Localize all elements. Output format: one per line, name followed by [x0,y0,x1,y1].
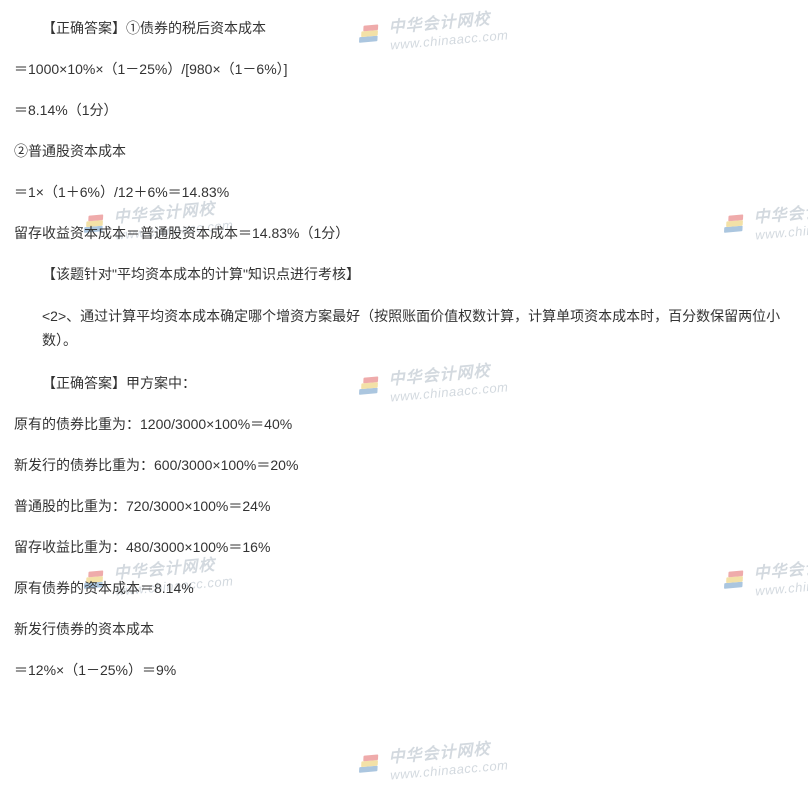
watermark-text: 中华会计网校 www.chinaacc.com [387,733,508,782]
text-line: 原有的债券比重为：1200/3000×100%＝40% [0,414,808,435]
text-line: 【正确答案】甲方案中： [0,373,808,394]
text-line: <2>、通过计算平均资本成本确定哪个增资方案最好（按照账面价值权数计算，计算单项… [0,305,808,353]
text-line: 新发行的债券比重为：600/3000×100%＝20% [0,455,808,476]
book-stack-icon [354,752,384,778]
text-line: ＝1000×10%×（1－25%）/[980×（1－6%）] [0,59,808,80]
text-line: 【正确答案】①债券的税后资本成本 [0,18,808,39]
text-line: 留存收益资本成本＝普通股资本成本＝14.83%（1分） [0,223,808,244]
watermark: 中华会计网校 www.chinaacc.com [354,733,509,785]
text-line: 普通股的比重为：720/3000×100%＝24% [0,496,808,517]
text-line: ＝12%×（1－25%）＝9% [0,660,808,681]
text-line: ②普通股资本成本 [0,141,808,162]
watermark-url: www.chinaacc.com [390,757,509,782]
watermark-row: 中华会计网校 www.chinaacc.com [354,733,509,785]
text-line: 留存收益比重为：480/3000×100%＝16% [0,537,808,558]
text-line: ＝1×（1＋6%）/12＋6%＝14.83% [0,182,808,203]
text-line: 新发行债券的资本成本 [0,619,808,640]
watermark-chinese: 中华会计网校 [387,735,491,768]
document-content: 【正确答案】①债券的税后资本成本 ＝1000×10%×（1－25%）/[980×… [0,0,808,681]
text-line: 原有债券的资本成本＝8.14% [0,578,808,599]
text-line: ＝8.14%（1分） [0,100,808,121]
text-line: 【该题针对"平均资本成本的计算"知识点进行考核】 [0,264,808,285]
